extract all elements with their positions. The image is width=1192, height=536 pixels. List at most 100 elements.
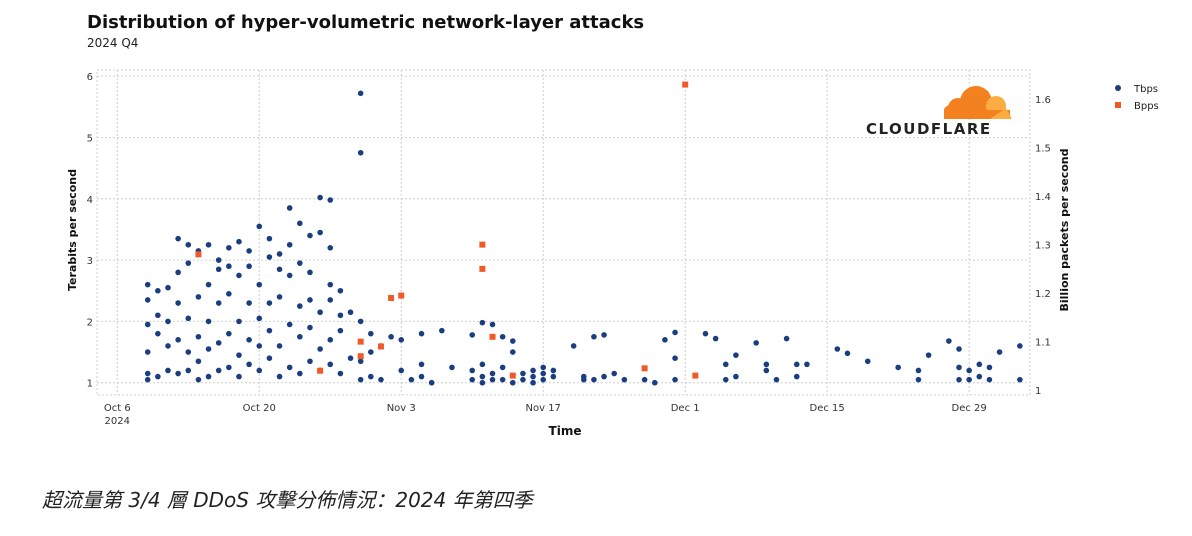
tbps-point <box>550 367 557 374</box>
tbps-point <box>489 370 496 377</box>
tbps-point <box>591 333 597 340</box>
tbps-point <box>327 361 334 368</box>
tbps-point <box>368 349 374 355</box>
tbps-point <box>297 220 303 227</box>
tbps-point <box>215 300 222 306</box>
tbps-point <box>205 346 212 352</box>
tbps-point <box>976 361 983 368</box>
tbps-point <box>611 370 618 377</box>
x-tick-label: Oct 6 <box>104 403 131 414</box>
tbps-point <box>185 260 192 266</box>
tbps-point <box>155 312 161 319</box>
tbps-point <box>297 303 303 309</box>
tbps-point <box>357 90 364 97</box>
x-tick-sublabel: 2024 <box>105 416 130 427</box>
x-tick-label: Dec 1 <box>671 403 700 414</box>
right-axis-ticks: 1 1.1 1.2 1.3 1.4 1.5 1.6 <box>1035 95 1051 397</box>
tbps-point <box>418 330 425 337</box>
bpps-point <box>377 343 384 350</box>
left-tick-label: 5 <box>87 133 93 144</box>
tbps-point <box>165 284 171 291</box>
tbps-point <box>428 379 435 386</box>
tbps-point <box>276 266 283 273</box>
tbps-point <box>307 232 313 239</box>
x-tick-label: Oct 20 <box>243 403 276 414</box>
tbps-point <box>286 321 293 328</box>
tbps-point <box>205 241 212 248</box>
bpps-point <box>357 338 364 345</box>
tbps-point <box>226 330 232 337</box>
tbps-point <box>672 376 678 383</box>
tbps-point <box>722 361 729 368</box>
tbps-point <box>1017 376 1023 383</box>
tbps-point <box>215 340 222 346</box>
tbps-point <box>266 355 273 362</box>
bpps-point <box>357 353 364 360</box>
tbps-point <box>601 332 607 338</box>
bpps-point <box>317 367 324 374</box>
tbps-point <box>520 376 526 383</box>
tbps-point <box>175 235 181 242</box>
tbps-point <box>540 364 547 371</box>
tbps-point <box>236 238 242 245</box>
tbps-point <box>215 257 222 263</box>
x-tick-label: Nov 17 <box>526 403 561 414</box>
tbps-point <box>185 349 192 355</box>
tbps-point <box>266 235 273 242</box>
tbps-point <box>722 376 729 383</box>
tbps-point <box>895 364 901 371</box>
tbps-point <box>550 373 557 380</box>
tbps-point <box>175 370 181 377</box>
left-axis-ticks: 1 2 3 4 5 6 <box>87 72 93 390</box>
tbps-point <box>246 248 252 254</box>
right-tick-label: 1.1 <box>1035 338 1051 349</box>
tbps-point <box>195 333 202 340</box>
tbps-point <box>175 337 181 343</box>
tbps-point <box>297 260 303 266</box>
bpps-point <box>682 81 689 88</box>
tbps-point <box>205 373 212 380</box>
tbps-point <box>337 370 344 377</box>
right-tick-label: 1.2 <box>1035 289 1051 300</box>
tbps-point <box>155 373 161 380</box>
tbps-point <box>449 364 455 371</box>
tbps-point <box>276 251 283 257</box>
tbps-point <box>499 364 506 371</box>
tbps-point <box>226 263 232 270</box>
tbps-point <box>246 300 252 306</box>
tbps-point <box>144 281 151 288</box>
tbps-point <box>327 297 334 303</box>
tbps-point <box>601 373 607 380</box>
tbps-point <box>236 352 242 358</box>
tbps-point <box>307 324 313 331</box>
tbps-point <box>286 364 293 371</box>
bpps-point <box>479 265 486 272</box>
tbps-point <box>236 272 242 279</box>
tbps-point <box>185 241 192 248</box>
tbps-point <box>155 287 161 294</box>
x-tick-label: Nov 3 <box>387 403 416 414</box>
tbps-point <box>337 312 344 319</box>
x-axis-ticks: Oct 6 2024 Oct 20 Nov 3 Nov 17 Dec 1 Dec 15 Dec… <box>104 403 987 427</box>
tbps-point <box>144 370 151 377</box>
tbps-point <box>276 373 283 380</box>
legend-tbps-label: Tbps <box>1133 84 1158 95</box>
tbps-point <box>327 245 334 251</box>
tbps-point <box>763 367 770 374</box>
tbps-point <box>418 361 425 368</box>
legend: Tbps Bpps <box>1115 84 1159 112</box>
bpps-point <box>641 365 648 372</box>
tbps-point <box>246 361 252 368</box>
tbps-point <box>317 309 323 316</box>
tbps-point <box>266 327 273 334</box>
tbps-point <box>530 373 536 380</box>
tbps-point <box>469 367 476 374</box>
tbps-point <box>297 333 303 340</box>
tbps-point <box>185 367 192 374</box>
tbps-point <box>925 352 932 358</box>
tbps-point <box>317 194 323 201</box>
tbps-point <box>175 269 181 276</box>
left-tick-label: 3 <box>87 256 93 267</box>
tbps-point <box>378 376 384 383</box>
tbps-point <box>439 327 445 334</box>
